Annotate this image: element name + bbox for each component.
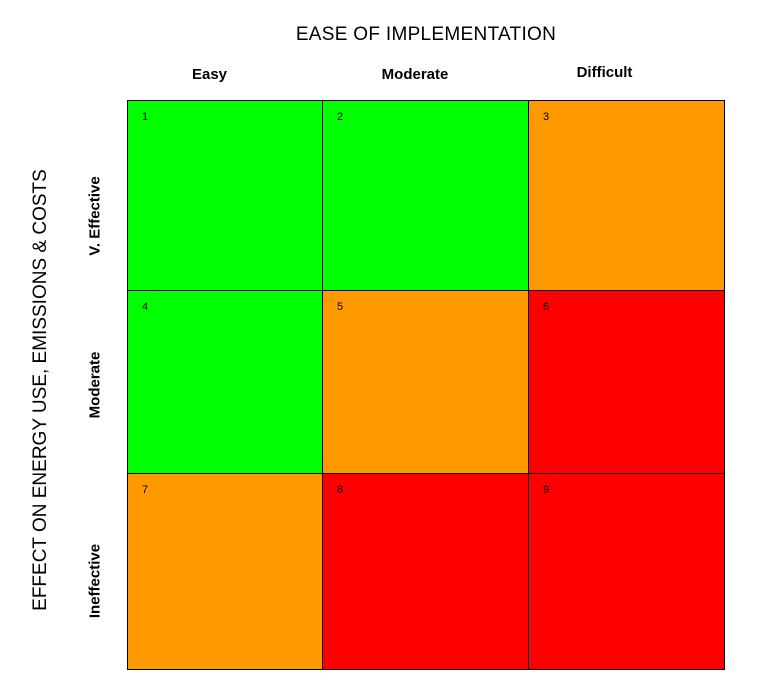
cell-number: 4 bbox=[142, 301, 149, 313]
cell-number: 6 bbox=[543, 301, 550, 313]
matrix-cell-9: 9 bbox=[529, 474, 725, 670]
matrix-cell-5: 5 bbox=[323, 291, 529, 474]
matrix-cell-3: 3 bbox=[529, 101, 725, 291]
matrix-cell-8: 8 bbox=[323, 474, 529, 670]
row-label-ineffective: Ineffective bbox=[86, 543, 104, 619]
x-axis-title: EASE OF IMPLEMENTATION bbox=[295, 24, 557, 45]
cell-number: 2 bbox=[337, 111, 344, 123]
column-label-difficult: Difficult bbox=[576, 64, 633, 81]
column-label-easy: Easy bbox=[191, 66, 228, 83]
cell-number: 5 bbox=[337, 301, 344, 313]
row-label-moderate: Moderate bbox=[86, 351, 104, 419]
cell-number: 9 bbox=[543, 484, 550, 496]
y-axis-title: EFFECT ON ENERGY USE, EMISSIONS & COSTS bbox=[30, 169, 51, 611]
cell-number: 3 bbox=[543, 111, 550, 123]
matrix-cell-4: 4 bbox=[128, 291, 323, 474]
cell-number: 8 bbox=[337, 484, 344, 496]
cell-number: 1 bbox=[142, 111, 149, 123]
priority-matrix: 1 2 3 4 5 6 7 8 9 bbox=[127, 100, 725, 670]
column-label-moderate: Moderate bbox=[381, 66, 449, 83]
matrix-cell-1: 1 bbox=[128, 101, 323, 291]
matrix-cell-6: 6 bbox=[529, 291, 725, 474]
matrix-cell-2: 2 bbox=[323, 101, 529, 291]
matrix-cell-7: 7 bbox=[128, 474, 323, 670]
cell-number: 7 bbox=[142, 484, 149, 496]
